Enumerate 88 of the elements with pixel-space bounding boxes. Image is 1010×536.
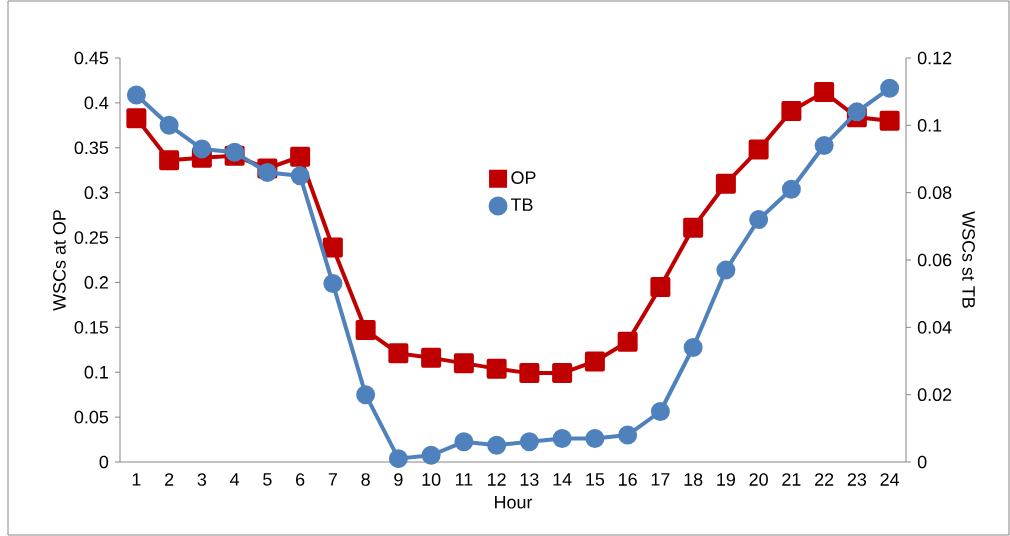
y2-tick-label: 0.04 <box>917 320 952 334</box>
x-tick-label: 19 <box>717 473 736 486</box>
point <box>552 428 572 448</box>
point <box>388 449 408 469</box>
legend-label: OP <box>511 171 536 184</box>
x-tick-label: 17 <box>651 473 670 486</box>
x-tick-label: 12 <box>488 473 506 486</box>
x-tick-label: 1 <box>132 473 141 486</box>
point <box>355 320 376 341</box>
x-tick-label: 11 <box>455 473 473 486</box>
point <box>683 217 704 238</box>
point <box>650 402 670 421</box>
x-tick-label: 15 <box>586 473 605 486</box>
point <box>618 425 638 445</box>
y2-tick-label: 0.02 <box>917 388 952 402</box>
y-tick-label: 0.3 <box>84 186 109 200</box>
point <box>323 274 343 294</box>
point <box>552 363 573 384</box>
point <box>126 108 147 129</box>
point <box>290 146 311 167</box>
x-tick-label: 3 <box>197 473 207 486</box>
legend-label: TB <box>510 198 533 211</box>
y-tick-label: 0.05 <box>74 410 109 424</box>
point <box>847 102 867 122</box>
x-tick-label: 5 <box>263 473 272 486</box>
point <box>159 115 179 135</box>
point <box>159 150 180 171</box>
point <box>421 445 441 465</box>
x-tick-label: 21 <box>782 473 801 486</box>
x-tick-label: 2 <box>165 473 174 486</box>
y2-tick-label: 0.1 <box>917 118 942 132</box>
point <box>356 385 376 405</box>
x-tick-label: 23 <box>847 473 867 486</box>
point <box>388 343 409 364</box>
point <box>454 432 474 452</box>
x-tick-label: 24 <box>880 473 900 486</box>
x-tick-label: 16 <box>619 473 637 486</box>
y2-tick-label: 0.12 <box>917 51 952 65</box>
point <box>192 139 212 159</box>
y-tick-label: 0.25 <box>74 231 109 244</box>
point <box>683 338 703 358</box>
x-tick-label: 10 <box>422 473 441 486</box>
point <box>781 100 802 121</box>
point <box>715 173 736 194</box>
point <box>519 363 540 384</box>
point <box>486 358 507 379</box>
x-tick-label: 14 <box>553 473 572 486</box>
x-tick-label: 18 <box>684 473 703 486</box>
y-tick-label: 0 <box>99 455 109 469</box>
point <box>584 351 605 372</box>
point <box>814 82 835 103</box>
x-tick-label: 6 <box>296 473 305 486</box>
y-tick-label: 0.15 <box>74 320 109 334</box>
x-tick-label: 13 <box>520 473 539 486</box>
y2-tick-label: 0.08 <box>917 186 952 200</box>
point <box>519 432 539 452</box>
y2-tick-label: 0 <box>917 455 927 469</box>
x-tick-label: 4 <box>230 473 240 486</box>
point <box>879 110 900 131</box>
point <box>421 347 442 368</box>
y-tick-label: 0.1 <box>84 365 108 379</box>
point <box>650 276 671 297</box>
point <box>487 435 507 455</box>
y-tick-label: 0.35 <box>74 141 109 155</box>
x-tick-label: 9 <box>394 473 403 486</box>
x-axis-title: Hour <box>495 496 533 509</box>
point <box>716 260 736 280</box>
point <box>880 78 900 98</box>
point <box>749 210 769 230</box>
point <box>617 331 638 352</box>
point <box>814 136 834 156</box>
point <box>453 353 474 374</box>
y-tick-label: 0.4 <box>84 96 109 110</box>
y-tick-label: 0.2 <box>84 276 108 289</box>
y2-axis-title: WSCs st TB <box>962 211 975 308</box>
x-tick-label: 7 <box>328 473 337 486</box>
point <box>290 166 310 186</box>
y-tick-label: 0.45 <box>74 51 109 65</box>
point <box>748 139 769 160</box>
point <box>126 85 146 105</box>
x-tick-label: 8 <box>361 473 370 486</box>
y-axis-title: WSCs at OP <box>53 210 66 311</box>
x-tick-label: 20 <box>749 473 768 486</box>
point <box>781 179 801 199</box>
x-tick-label: 22 <box>815 473 834 486</box>
point <box>322 237 343 258</box>
point <box>585 428 605 448</box>
y2-tick-label: 0.06 <box>917 253 952 267</box>
